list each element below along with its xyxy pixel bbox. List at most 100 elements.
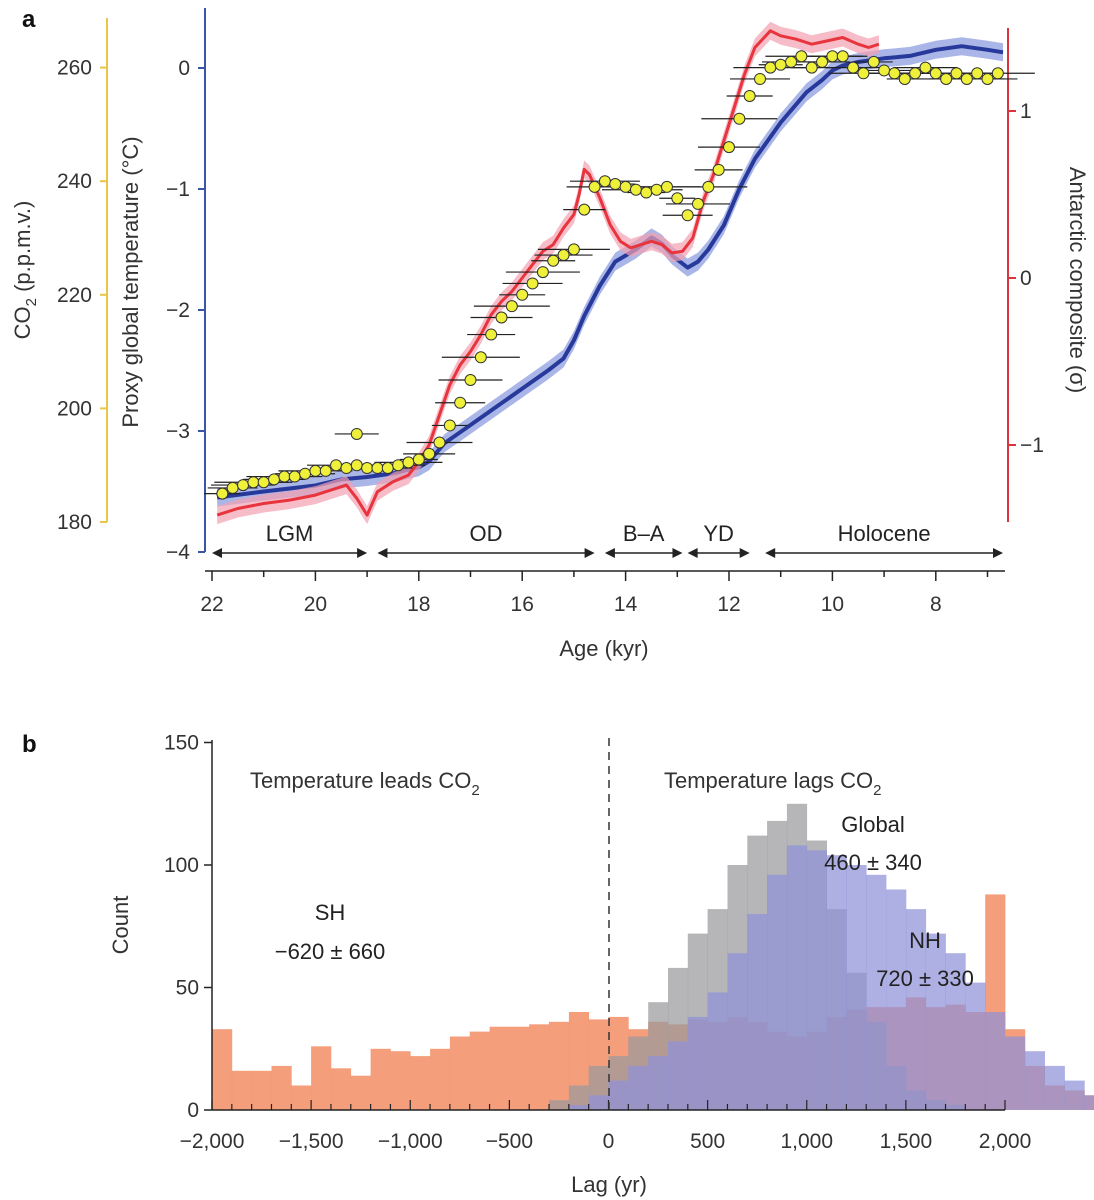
period-arrow-head-left — [377, 548, 388, 558]
co2-point — [795, 50, 808, 63]
age-axis: 22 20 18 16 14 12 10 8 Age (kyr) — [200, 570, 1005, 661]
count-tick-label: 50 — [176, 977, 199, 1000]
global-stat: 460 ± 340 — [824, 850, 922, 875]
sh-bar — [330, 1068, 352, 1110]
co2-point — [433, 436, 446, 449]
sh-bar — [410, 1056, 431, 1110]
global-bar — [568, 1085, 590, 1110]
sh-bar — [251, 1070, 272, 1110]
co2-tick-label: 180 — [57, 511, 92, 534]
co2-point — [836, 50, 849, 63]
co2-point — [640, 186, 653, 199]
sh-bar — [509, 1026, 530, 1110]
sh-bar — [231, 1070, 252, 1110]
antarctic-axis-ticks: −1 0 1 — [1008, 100, 1044, 457]
panel-b-label: b — [22, 731, 37, 758]
lag-tick-label: 2,000 — [979, 1130, 1032, 1153]
period-arrow-head-right — [584, 548, 595, 558]
leads-annotation: Temperature leads CO2 — [250, 768, 480, 799]
nh-bar — [905, 909, 927, 1110]
count-axis-label: Count — [108, 896, 133, 955]
sh-bar — [390, 1051, 411, 1110]
co2-point — [857, 67, 870, 80]
co2-point — [381, 462, 394, 475]
co2-point — [257, 476, 270, 489]
panel-b: b 0 50 100 150 −2,000 −1,500 −1,000 −500 0 500 1,… — [22, 731, 1094, 1197]
count-tick-label: 150 — [164, 732, 199, 755]
nh-bar — [985, 1012, 1006, 1110]
co2-point — [495, 311, 508, 324]
age-tick-label: 22 — [200, 593, 223, 616]
period-label: B–A — [623, 521, 665, 546]
co2-point — [536, 266, 549, 279]
co2-point — [733, 112, 746, 125]
nh-bar — [866, 874, 887, 1110]
co2-tick-label: 260 — [57, 57, 92, 80]
nh-bar — [1084, 1095, 1094, 1110]
nh-bar — [747, 914, 768, 1110]
co2-point — [929, 67, 942, 80]
lag-tick-label: 1,500 — [880, 1130, 933, 1153]
co2-point — [474, 351, 487, 364]
antarctic-tick-label: 0 — [1020, 267, 1032, 290]
panel-a-series — [204, 21, 1035, 525]
co2-point — [278, 470, 291, 483]
antarctic-line — [216, 29, 880, 517]
co2-point — [402, 456, 415, 469]
panel-a-label: a — [22, 6, 36, 33]
nh-bar — [648, 1056, 669, 1110]
antarctic-axis: −1 0 1 Antarctic composite (σ) — [1007, 28, 1090, 522]
temperature-axis-label: Proxy global temperature (°C) — [118, 136, 143, 427]
period-arrow-head-right — [993, 548, 1004, 558]
global-bar — [549, 1100, 570, 1110]
nh-bar — [1005, 1036, 1026, 1110]
temperature-tick-label: −4 — [166, 541, 190, 564]
co2-point — [774, 58, 787, 71]
co2-point — [226, 481, 239, 494]
co2-point — [609, 178, 622, 191]
nh-bar — [687, 1016, 708, 1110]
sh-bar — [370, 1048, 391, 1111]
lag-axis-ticks: −2,000 −1,500 −1,000 −500 0 500 1,000 1,500 2,00… — [180, 1100, 1032, 1153]
count-tick-label: 100 — [164, 854, 199, 877]
co2-point — [392, 459, 405, 472]
co2-point — [878, 64, 891, 77]
co2-point — [309, 464, 322, 477]
antarctic-tick-label: 1 — [1020, 100, 1032, 123]
co2-point — [350, 459, 363, 472]
co2-point — [660, 180, 673, 193]
age-axis-label: Age (kyr) — [559, 636, 648, 661]
co2-axis-ticks: 180 200 220 240 260 — [57, 57, 107, 534]
nh-bar — [925, 933, 946, 1110]
co2-tick-label: 240 — [57, 170, 92, 193]
sh-label: SH — [315, 900, 346, 925]
temperature-tick-label: 0 — [178, 57, 190, 80]
nh-bar — [568, 1105, 590, 1110]
antarctic-tick-label: −1 — [1020, 434, 1044, 457]
sh-bar — [430, 1048, 451, 1111]
co2-point — [650, 183, 663, 196]
co2-point — [981, 72, 994, 85]
nh-bar — [846, 865, 867, 1110]
co2-point — [619, 180, 632, 193]
temperature-axis-ticks: −4 −3 −2 −1 0 — [166, 57, 205, 564]
co2-point — [743, 90, 756, 102]
co2-point — [919, 61, 932, 74]
age-tick-label: 14 — [614, 593, 638, 616]
age-tick-label: 8 — [930, 593, 942, 616]
co2-point — [547, 254, 560, 267]
co2-point — [940, 72, 953, 85]
period-label: LGM — [266, 521, 314, 546]
nh-bar — [965, 982, 986, 1110]
age-axis-ticks: 22 20 18 16 14 12 10 8 — [200, 571, 989, 616]
nh-bar — [1024, 1051, 1045, 1110]
co2-point — [464, 374, 477, 386]
co2-point — [950, 67, 963, 80]
sh-bar — [469, 1031, 490, 1110]
co2-point — [671, 192, 684, 205]
temperature-line — [216, 44, 1004, 500]
co2-point — [723, 141, 735, 154]
period-arrow-head-right — [357, 548, 368, 558]
